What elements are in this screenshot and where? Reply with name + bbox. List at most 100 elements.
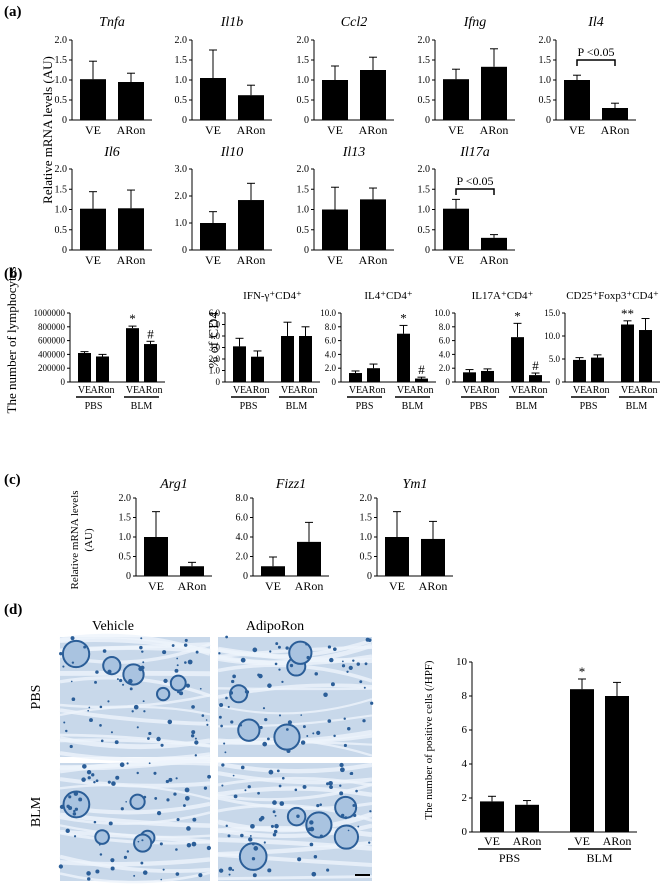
- y-tick-label: 4.0: [325, 349, 337, 359]
- tissue-nucleus: [89, 718, 93, 723]
- bar: [360, 70, 386, 120]
- tissue-nucleus: [276, 769, 280, 773]
- tissue-nucleus: [365, 637, 370, 642]
- tissue-nucleus: [240, 657, 246, 663]
- tissue-nucleus: [232, 674, 236, 679]
- tissue-nucleus: [357, 825, 360, 828]
- tissue-nucleus: [58, 864, 64, 869]
- tissue-nucleus: [230, 720, 234, 724]
- y-tick-label: 6.0: [325, 336, 337, 346]
- tissue-nucleus: [327, 719, 332, 723]
- tissue-nucleus: [319, 803, 322, 806]
- y-tick-label: 1.0: [360, 532, 373, 543]
- tissue-nucleus: [73, 809, 76, 813]
- tissue-nucleus: [186, 826, 191, 831]
- tissue-nucleus: [82, 764, 87, 769]
- y-tick-label: 4.0: [236, 532, 249, 543]
- chart-a-Il13: 0 0.5 1.0 1.5 2.0 VE ARon Il13: [297, 145, 394, 267]
- y-tick-label: 0: [61, 377, 66, 387]
- tissue-nucleus: [346, 670, 349, 673]
- tissue-nucleus: [240, 833, 244, 838]
- tissue-nucleus: [352, 803, 356, 807]
- y-tick-label: 0: [216, 377, 221, 387]
- bar: [144, 344, 157, 382]
- bar: [511, 337, 524, 382]
- y-tick-label: 0.5: [297, 95, 310, 106]
- y-tick-label: 10.0: [320, 308, 336, 318]
- tissue-gland: [288, 640, 313, 665]
- group-label: BLM: [131, 401, 153, 412]
- tissue-nucleus: [111, 781, 116, 786]
- tissue-nucleus: [227, 705, 230, 709]
- tissue-nucleus: [119, 762, 125, 768]
- y-tick-label: 2.0: [175, 191, 188, 202]
- tissue-nucleus: [136, 726, 139, 729]
- tissue-nucleus: [99, 853, 103, 856]
- y-tick-label: 3.0: [209, 343, 221, 353]
- chart-c-Fizz1: 0 2.0 4.0 6.0 8.0 VE ARon Fizz1: [236, 477, 329, 593]
- tissue-nucleus: [272, 832, 277, 837]
- significance-mark: *: [400, 310, 407, 325]
- bar: [397, 333, 410, 382]
- tissue-nucleus: [141, 839, 144, 842]
- tissue-nucleus: [71, 697, 76, 702]
- y-tick-label: 200000: [38, 363, 66, 373]
- y-tick-label: 2.0: [418, 35, 431, 46]
- group-label: PBS: [85, 401, 103, 412]
- tissue-nucleus: [190, 734, 195, 738]
- tissue-nucleus: [118, 661, 121, 664]
- tissue-nucleus: [156, 810, 162, 816]
- tissue-nucleus: [205, 719, 208, 721]
- tissue-gland: [61, 639, 91, 669]
- y-tick-label: 0.5: [539, 95, 552, 106]
- tissue-nucleus: [244, 690, 249, 694]
- tissue-nucleus: [187, 659, 193, 665]
- tissue-nucleus: [175, 777, 178, 780]
- tissue-nucleus: [270, 824, 274, 828]
- bar: [463, 372, 476, 382]
- y-tick-label: 6.0: [209, 308, 221, 318]
- bar: [481, 237, 507, 250]
- group-label: PBS: [356, 401, 374, 412]
- bar: [118, 208, 144, 250]
- group-label: BLM: [516, 401, 538, 412]
- bar: [349, 373, 362, 382]
- tissue-nucleus: [194, 737, 197, 740]
- tissue-nucleus: [364, 662, 368, 666]
- bar: [639, 330, 652, 382]
- y-tick-label: 0: [243, 571, 248, 582]
- y-tick-label: 6.0: [236, 513, 249, 524]
- tissue-gland: [333, 824, 360, 850]
- group-label: BLM: [286, 401, 308, 412]
- tissue-nucleus: [116, 678, 119, 681]
- tissue-nucleus: [311, 871, 317, 877]
- tissue-nucleus: [65, 828, 70, 833]
- category-label: VE: [205, 253, 221, 267]
- significance-mark: *: [514, 308, 521, 323]
- y-tick-label: 1.0: [55, 75, 68, 86]
- tissue-nucleus: [309, 826, 315, 832]
- tissue-nucleus: [233, 794, 238, 799]
- tissue-nucleus: [171, 644, 175, 647]
- category-label: ARon: [480, 123, 509, 137]
- bar: [591, 357, 604, 382]
- tissue-nucleus: [229, 691, 234, 695]
- tissue-nucleus: [274, 662, 278, 666]
- tissue-nucleus: [285, 646, 289, 650]
- tissue-gland: [133, 833, 153, 853]
- tissue-nucleus: [140, 665, 145, 670]
- bar: [481, 66, 507, 120]
- tissue-nucleus: [316, 730, 321, 735]
- category-label: ARon: [513, 834, 542, 848]
- panel-label-b: (b): [4, 266, 22, 282]
- tissue-nucleus: [154, 797, 158, 800]
- b-ylabel-count: The number of lymphocytes: [4, 267, 19, 414]
- tissue-nucleus: [115, 775, 120, 780]
- tissue-nucleus: [186, 842, 192, 848]
- category-label: VE: [265, 579, 281, 593]
- y-tick-label: 0: [304, 115, 309, 126]
- tissue-nucleus: [65, 729, 68, 733]
- tissue-nucleus: [156, 736, 161, 742]
- bar: [261, 566, 285, 576]
